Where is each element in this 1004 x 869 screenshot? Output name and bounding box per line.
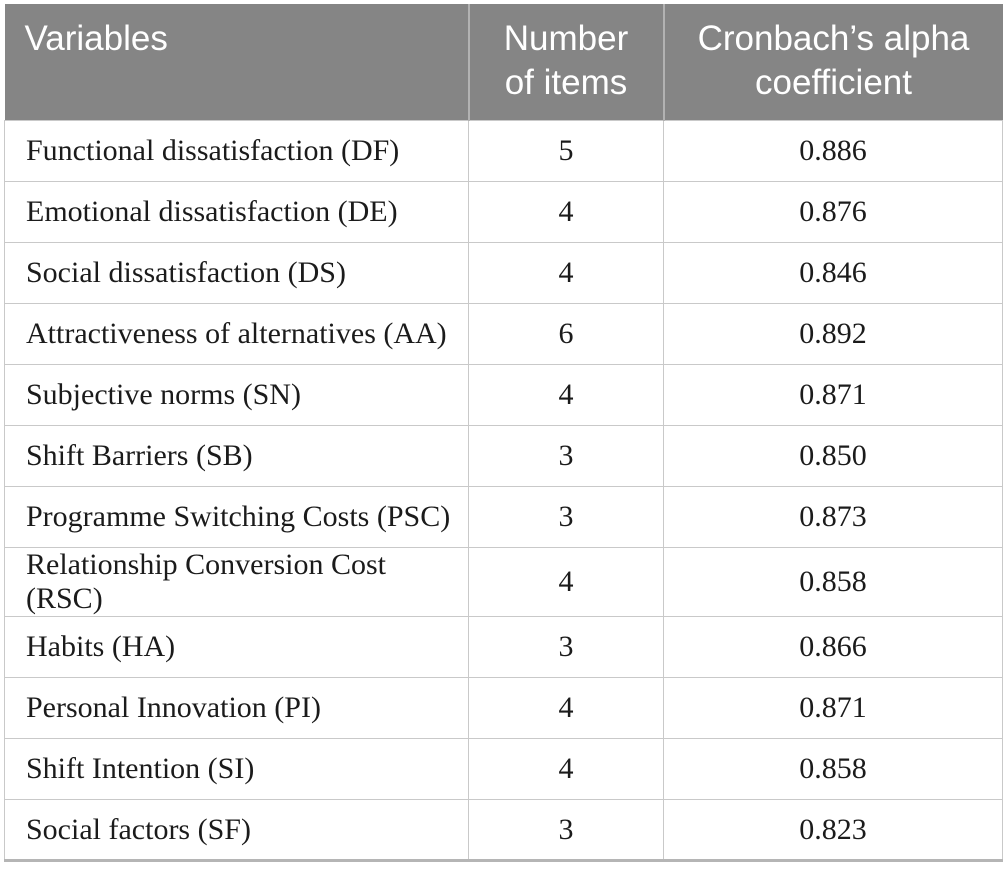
column-header-variables: Variables bbox=[4, 4, 469, 121]
variable-cell: Social dissatisfaction (DS) bbox=[4, 242, 469, 304]
table-header: Variables Number of items Cronbach’s alp… bbox=[4, 4, 1003, 121]
variable-cell: Functional dissatisfaction (DF) bbox=[4, 120, 469, 182]
alpha-cell: 0.846 bbox=[663, 242, 1003, 304]
items-cell: 3 bbox=[468, 425, 664, 487]
variable-cell: Subjective norms (SN) bbox=[4, 364, 469, 426]
variable-cell: Habits (HA) bbox=[4, 616, 469, 678]
items-cell: 3 bbox=[468, 616, 664, 678]
column-header-cronbachs-alpha: Cronbach’s alpha coefficient bbox=[662, 4, 1003, 121]
table-row: Programme Switching Costs (PSC) 3 0.873 bbox=[4, 486, 1003, 548]
table-row: Functional dissatisfaction (DF) 5 0.886 bbox=[4, 120, 1003, 182]
variable-cell: Shift Barriers (SB) bbox=[4, 425, 469, 487]
items-cell: 4 bbox=[468, 547, 664, 617]
items-cell: 4 bbox=[468, 364, 664, 426]
items-cell: 6 bbox=[468, 303, 664, 365]
variable-cell: Social factors (SF) bbox=[4, 799, 469, 861]
table-row: Subjective norms (SN) 4 0.871 bbox=[4, 364, 1003, 426]
variable-cell: Relationship Conversion Cost (RSC) bbox=[4, 547, 469, 617]
table-row: Personal Innovation (PI) 4 0.871 bbox=[4, 677, 1003, 739]
reliability-table-container: Variables Number of items Cronbach’s alp… bbox=[4, 4, 1003, 862]
table-row: Habits (HA) 3 0.866 bbox=[4, 616, 1003, 678]
alpha-cell: 0.858 bbox=[663, 738, 1003, 800]
items-cell: 3 bbox=[468, 486, 664, 548]
alpha-cell: 0.871 bbox=[663, 677, 1003, 739]
alpha-cell: 0.866 bbox=[663, 616, 1003, 678]
alpha-cell: 0.876 bbox=[663, 181, 1003, 243]
table-row: Attractiveness of alternatives (AA) 6 0.… bbox=[4, 303, 1003, 365]
table-row: Shift Intention (SI) 4 0.858 bbox=[4, 738, 1003, 800]
variable-cell: Shift Intention (SI) bbox=[4, 738, 469, 800]
variable-cell: Emotional dissatisfaction (DE) bbox=[4, 181, 469, 243]
variable-cell: Programme Switching Costs (PSC) bbox=[4, 486, 469, 548]
variable-cell: Personal Innovation (PI) bbox=[4, 677, 469, 739]
alpha-cell: 0.886 bbox=[663, 120, 1003, 182]
alpha-cell: 0.871 bbox=[663, 364, 1003, 426]
items-cell: 5 bbox=[468, 120, 664, 182]
table-row: Shift Barriers (SB) 3 0.850 bbox=[4, 425, 1003, 487]
variable-cell: Attractiveness of alternatives (AA) bbox=[4, 303, 469, 365]
alpha-cell: 0.873 bbox=[663, 486, 1003, 548]
alpha-cell: 0.823 bbox=[663, 799, 1003, 861]
items-cell: 4 bbox=[468, 181, 664, 243]
alpha-cell: 0.858 bbox=[663, 547, 1003, 617]
column-header-number-of-items: Number of items bbox=[467, 4, 664, 121]
alpha-cell: 0.850 bbox=[663, 425, 1003, 487]
items-cell: 4 bbox=[468, 677, 664, 739]
items-cell: 3 bbox=[468, 799, 664, 861]
reliability-table: Variables Number of items Cronbach’s alp… bbox=[4, 4, 1003, 862]
table-row: Social dissatisfaction (DS) 4 0.846 bbox=[4, 242, 1003, 304]
alpha-cell: 0.892 bbox=[663, 303, 1003, 365]
items-cell: 4 bbox=[468, 738, 664, 800]
items-cell: 4 bbox=[468, 242, 664, 304]
header-row: Variables Number of items Cronbach’s alp… bbox=[4, 4, 1003, 121]
table-row: Relationship Conversion Cost (RSC) 4 0.8… bbox=[4, 547, 1003, 617]
table-row: Emotional dissatisfaction (DE) 4 0.876 bbox=[4, 181, 1003, 243]
table-row: Social factors (SF) 3 0.823 bbox=[4, 799, 1003, 861]
table-body: Functional dissatisfaction (DF) 5 0.886 … bbox=[4, 120, 1003, 861]
